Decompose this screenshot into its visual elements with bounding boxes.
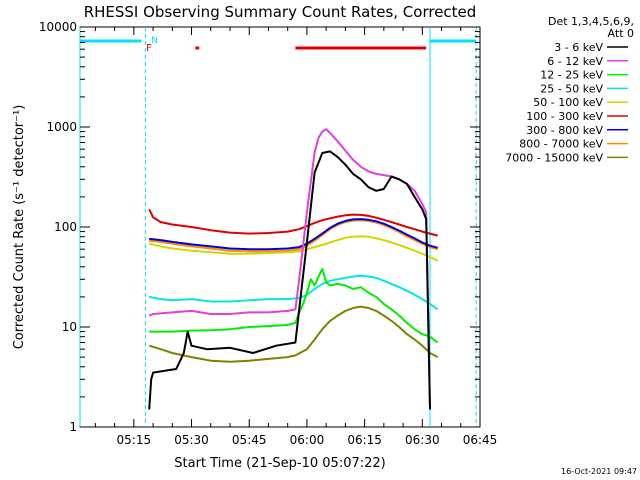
series-line (149, 218, 438, 251)
legend-label: 7000 - 15000 keV (505, 151, 603, 164)
series-line (149, 274, 439, 311)
chart-title: RHESSI Observing Summary Count Rates, Co… (84, 3, 477, 21)
legend-label: 3 - 6 keV (554, 41, 603, 54)
footer-date: 16-Oct-2021 09:47 (561, 467, 637, 476)
legend-header-line2: Att 0 (608, 27, 634, 40)
flag-bars: NF (80, 36, 477, 54)
night-flag-label: N (151, 36, 158, 46)
series-layer (148, 128, 439, 410)
axes: 05:15 05:30 05:45 06:00 06:15 06:30 06:45 1 10 10… (39, 20, 497, 447)
x-axis-label: Start Time (21-Sep-10 05:07:22) (174, 456, 385, 471)
x-tick-label: 06:00 (290, 433, 325, 447)
flare-flag-label: F (146, 43, 152, 54)
legend-label: 100 - 300 keV (526, 110, 603, 123)
legend-label: 50 - 100 keV (533, 96, 603, 109)
y-tick-label: 10 (62, 320, 77, 334)
y-axis-label: Corrected Count Rate (s⁻¹ detector⁻¹) (12, 105, 27, 350)
y-tick-label: 100 (54, 220, 77, 234)
x-tick-label: 06:45 (463, 433, 498, 447)
series-line (148, 305, 439, 363)
legend-label: 25 - 50 keV (540, 82, 603, 95)
legend-label: 12 - 25 keV (540, 69, 603, 82)
series-line (148, 235, 439, 262)
series-line (149, 268, 439, 344)
legend-label: 6 - 12 keV (547, 55, 603, 68)
x-tick-label: 06:30 (405, 433, 440, 447)
time-markers (79, 27, 477, 427)
plot-frame (79, 26, 481, 428)
series-line (149, 219, 438, 253)
legend-label: 800 - 7000 keV (519, 138, 603, 151)
legend-header-line1: Det 1,3,4,5,6,9, (548, 15, 634, 28)
x-tick-label: 05:30 (174, 433, 209, 447)
series-line (148, 208, 438, 237)
series-line (148, 150, 431, 410)
series-line (148, 128, 431, 410)
x-tick-label: 05:15 (117, 433, 152, 447)
y-tick-label: 10000 (39, 20, 77, 34)
y-tick-label: 1 (69, 420, 77, 434)
x-tick-label: 05:45 (232, 433, 267, 447)
legend-label: 300 - 800 keV (526, 124, 603, 137)
y-tick-label: 1000 (46, 120, 77, 134)
x-tick-label: 06:15 (347, 433, 382, 447)
